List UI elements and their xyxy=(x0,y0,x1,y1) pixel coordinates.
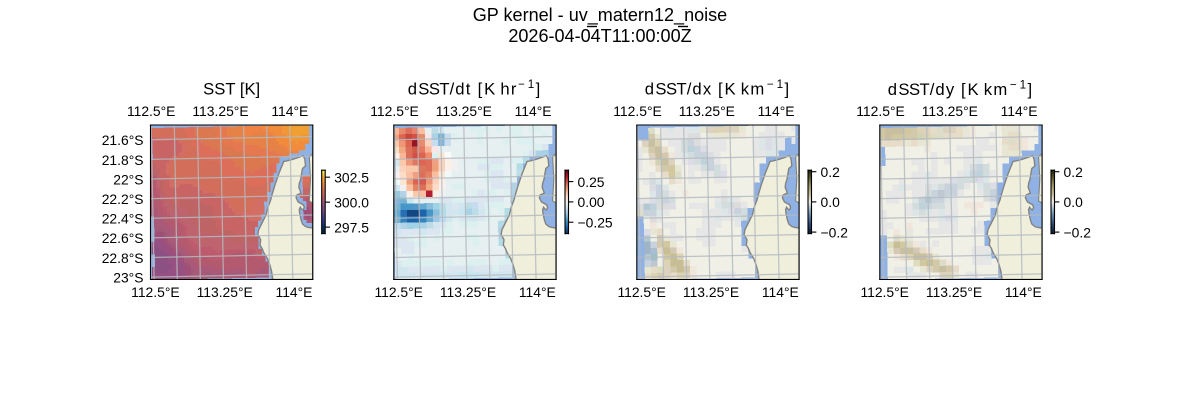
svg-text:22.6°S: 22.6°S xyxy=(102,230,144,246)
svg-text:113.25°E: 113.25°E xyxy=(683,284,739,300)
svg-text:−0.2: −0.2 xyxy=(821,224,849,240)
svg-text:114°E: 114°E xyxy=(271,103,308,119)
svg-text:22°S: 22°S xyxy=(113,171,143,187)
svg-text:GP kernel - uv_matern12_noise: GP kernel - uv_matern12_noise xyxy=(473,5,727,26)
svg-text:21.8°S: 21.8°S xyxy=(102,152,144,168)
svg-text:114°E: 114°E xyxy=(758,103,795,119)
svg-text:112.5°E: 112.5°E xyxy=(613,103,662,119)
svg-text:112.5°E: 112.5°E xyxy=(860,284,909,300)
svg-text:113.25°E: 113.25°E xyxy=(436,103,492,119)
svg-text:113.25°E: 113.25°E xyxy=(192,103,248,119)
svg-text:114°E: 114°E xyxy=(276,284,313,300)
svg-text:112.5°E: 112.5°E xyxy=(617,284,666,300)
svg-text:112.5°E: 112.5°E xyxy=(374,284,423,300)
svg-text:−0.2: −0.2 xyxy=(1064,224,1092,240)
svg-text:113.25°E: 113.25°E xyxy=(197,284,253,300)
svg-text:23°S: 23°S xyxy=(113,269,143,285)
svg-text:113.25°E: 113.25°E xyxy=(679,103,735,119)
svg-text:113.25°E: 113.25°E xyxy=(922,103,978,119)
svg-text:0.2: 0.2 xyxy=(821,164,841,180)
svg-text:114°E: 114°E xyxy=(519,284,556,300)
svg-text:302.5: 302.5 xyxy=(334,169,369,185)
svg-text:2026-04-04T11:00:00Z: 2026-04-04T11:00:00Z xyxy=(508,26,691,46)
svg-text:0.0: 0.0 xyxy=(821,194,841,210)
svg-text:0.00: 0.00 xyxy=(578,194,605,210)
svg-text:d S S T /: d S S T / d x [ K k m ] − 1 xyxy=(645,68,796,99)
svg-text:0.25: 0.25 xyxy=(578,174,605,190)
svg-text:114°E: 114°E xyxy=(1001,103,1038,119)
svg-text:114°E: 114°E xyxy=(1005,284,1042,300)
svg-text:0.2: 0.2 xyxy=(1064,164,1084,180)
svg-text:SST [K]: SST [K] xyxy=(203,79,260,98)
svg-text:112.5°E: 112.5°E xyxy=(127,103,176,119)
svg-text:22.2°S: 22.2°S xyxy=(102,191,144,207)
svg-text:22.4°S: 22.4°S xyxy=(102,211,144,227)
svg-text:112.5°E: 112.5°E xyxy=(856,103,905,119)
svg-text:d S S T /: d S S T / d t [ K h r ] − 1 xyxy=(408,68,547,99)
svg-text:112.5°E: 112.5°E xyxy=(131,284,180,300)
svg-text:−0.25: −0.25 xyxy=(578,214,613,230)
svg-text:113.25°E: 113.25°E xyxy=(440,284,496,300)
svg-text:21.6°S: 21.6°S xyxy=(102,132,144,148)
svg-text:22.8°S: 22.8°S xyxy=(102,250,144,266)
svg-text:113.25°E: 113.25°E xyxy=(926,284,982,300)
svg-text:114°E: 114°E xyxy=(515,103,552,119)
svg-text:d S S T /: d S S T / d y [ K k m ] − 1 xyxy=(888,69,1039,100)
svg-text:297.5: 297.5 xyxy=(334,219,369,235)
svg-text:112.5°E: 112.5°E xyxy=(370,103,419,119)
svg-text:300.0: 300.0 xyxy=(334,194,369,210)
svg-text:0.0: 0.0 xyxy=(1064,194,1084,210)
svg-text:114°E: 114°E xyxy=(762,284,799,300)
